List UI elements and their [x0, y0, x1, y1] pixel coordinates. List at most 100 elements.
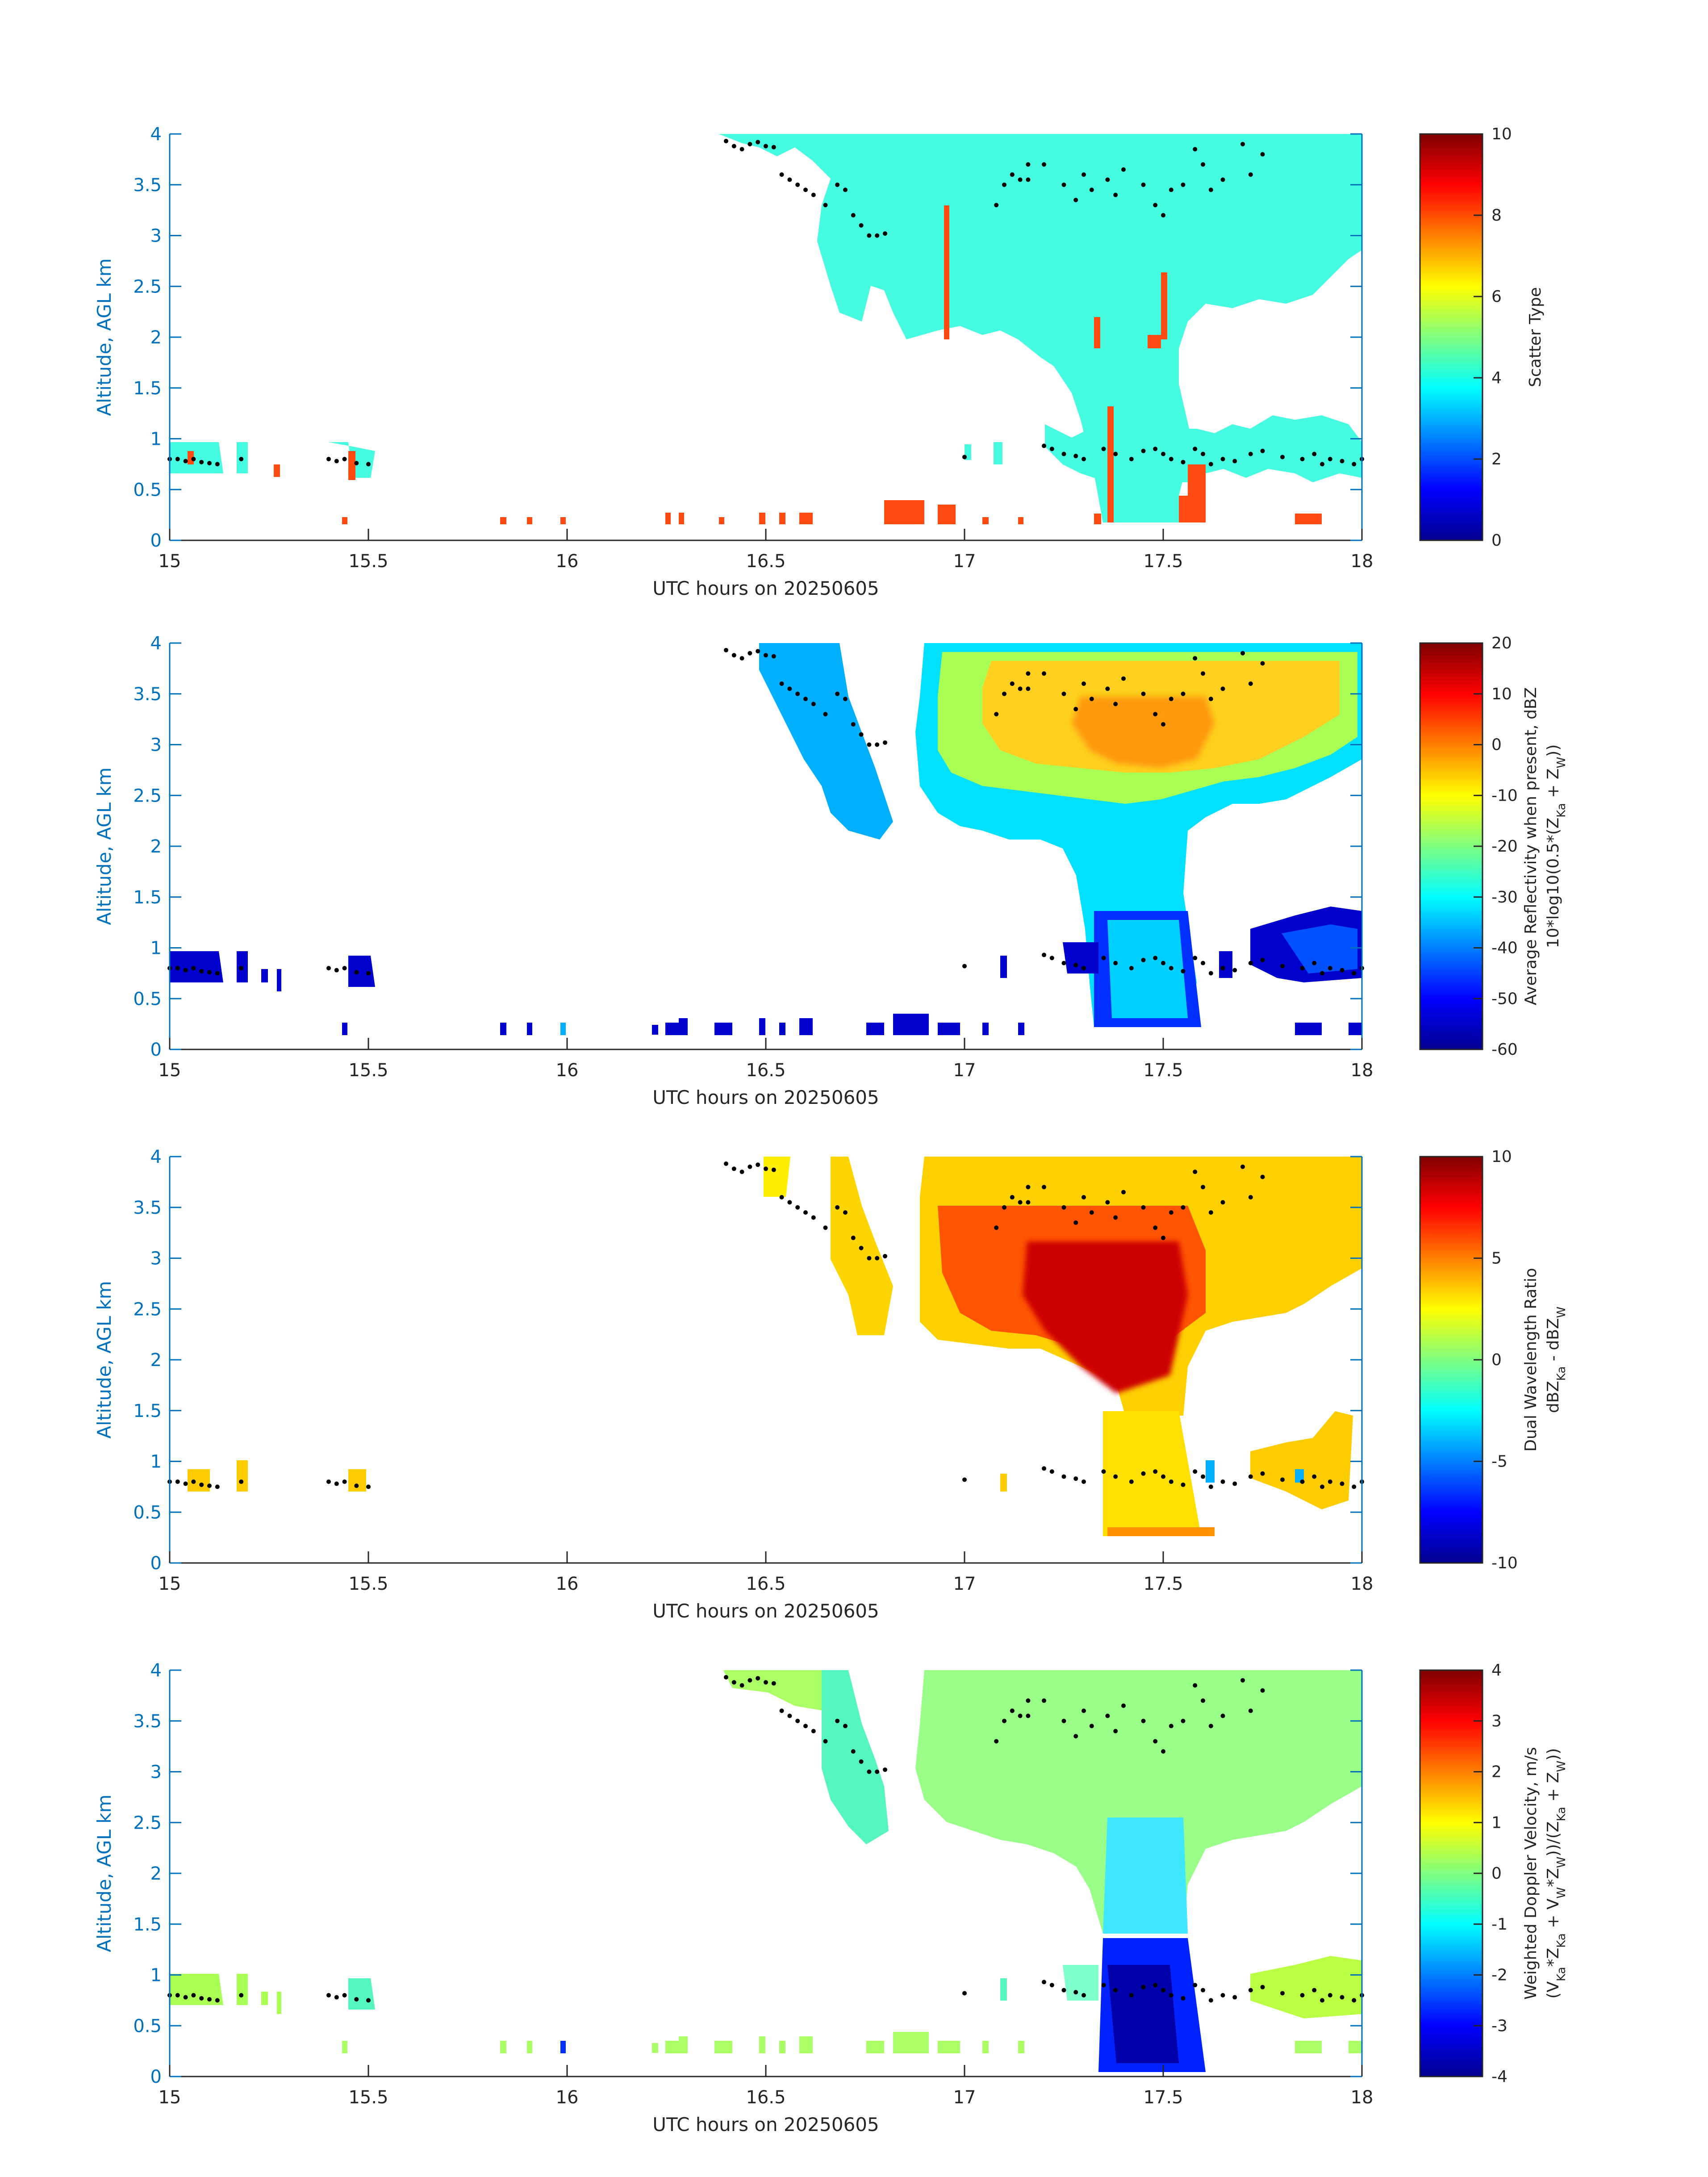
cloud-base-dot — [835, 691, 840, 696]
y-tick-label: 1 — [150, 429, 162, 450]
cloud-base-dot — [239, 966, 244, 970]
cloud-base-dot — [835, 182, 840, 187]
cloud-base-dot — [1113, 1988, 1118, 1993]
cloud-base-dot — [1352, 1998, 1357, 2003]
y-tick-label: 2 — [150, 836, 162, 857]
cloud-base-dot — [1240, 1678, 1245, 1683]
cloud-base-dot — [326, 1479, 331, 1484]
cloud-base-dot — [1026, 1185, 1031, 1190]
cloud-base-dot — [771, 654, 776, 659]
y-tick-label: 2.5 — [133, 786, 162, 806]
cloud-base-dot — [1161, 1749, 1165, 1754]
reflectivity-field — [170, 643, 1362, 1035]
cloud-base-dot — [1153, 1739, 1158, 1744]
cloud-base-dot — [1208, 1998, 1213, 2003]
cloud-base-dot — [366, 1484, 371, 1489]
x-tick-label: 17.5 — [1143, 1574, 1183, 1594]
x-tick-label: 18 — [1351, 1574, 1374, 1594]
y-tick-label: 4 — [150, 1147, 162, 1167]
cloud-base-dot — [724, 1675, 728, 1680]
cloud-base-dot — [1061, 961, 1066, 965]
y-tick-label: 4 — [150, 633, 162, 654]
cloud-base-dot — [1340, 1481, 1345, 1486]
y-tick-label: 3 — [150, 1249, 162, 1269]
dwr-field — [188, 1157, 1362, 1536]
y-tick-label: 2 — [150, 327, 162, 348]
lower-cloud-layer — [1045, 415, 1362, 487]
x-tick-label: 18 — [1351, 551, 1374, 572]
cloud-base-dot — [843, 697, 848, 702]
cloud-base-dot — [1042, 443, 1046, 448]
colorbar-1: 0 2 4 6 8 10 Scatter Type — [1419, 125, 1545, 550]
colorbar-tick-label: -4 — [1491, 2068, 1508, 2086]
cloud-base-dot — [994, 1739, 999, 1744]
cloud-base-dots — [167, 1161, 1364, 1489]
cloud-base-dot — [1248, 172, 1253, 177]
cloud-base-dot — [342, 1993, 347, 1997]
cloud-base-dot — [1220, 1713, 1225, 1718]
colorbar-tick-label: 0 — [1491, 736, 1502, 754]
cloud-base-dot — [1161, 1236, 1165, 1240]
colorbar-tick-label: -2 — [1491, 1966, 1508, 1985]
cloud-base-dot — [787, 1200, 792, 1205]
y-tick-label: 1.5 — [133, 1914, 162, 1935]
cloud-base-dot — [875, 1256, 880, 1261]
cloud-base-dot — [1049, 956, 1054, 961]
cloud-base-dot — [215, 462, 220, 467]
cloud-base-dot — [859, 223, 864, 228]
cloud-base-dot — [764, 653, 768, 658]
cloud-base-dot — [1073, 454, 1078, 459]
cloud-base-dot — [1061, 1205, 1066, 1210]
cloud-base-dot — [1248, 1988, 1253, 1993]
cloud-base-dot — [1141, 448, 1146, 453]
x-tick-label: 16.5 — [746, 2087, 785, 2108]
cloud-base-dot — [875, 233, 880, 238]
cloud-base-dot — [1002, 691, 1006, 696]
cloud-base-dot — [771, 1167, 776, 1172]
red-patch-1 — [1148, 335, 1161, 348]
cloud-base-dot — [724, 648, 728, 652]
cloud-base-dot — [867, 742, 872, 747]
cloud-base-dot — [859, 1245, 864, 1250]
cloud-base-dot — [795, 182, 800, 187]
axes-4: 0 0.5 1 1.5 2 2.5 3 3.5 4 15 15.5 16 16.5 17 17.5 18 UTC… — [93, 1660, 1568, 2135]
cloud-base-dot — [835, 1205, 840, 1210]
colorbar-tick-label: 2 — [1491, 1763, 1502, 1781]
y-axis-label: Altitude, AGL km — [93, 1281, 115, 1438]
cloud-base-dot — [1220, 966, 1225, 970]
cloud-base-dot — [1042, 1980, 1046, 1985]
cloud-base-dot — [1121, 1190, 1126, 1195]
cloud-base-dot — [1280, 1477, 1285, 1482]
colorbar-tick-label: 5 — [1491, 1249, 1502, 1268]
cloud-base-dot — [803, 1724, 808, 1729]
red-patch-5 — [188, 451, 194, 464]
y-tick-label: 0.5 — [133, 1502, 162, 1523]
cloud-base-dot — [1352, 1484, 1357, 1489]
cloud-base-dot — [1082, 1195, 1086, 1199]
cloud-base-dot — [354, 461, 359, 466]
cloud-base-dot — [1113, 1474, 1118, 1479]
cloud-base-dot — [1049, 1983, 1054, 1988]
cloud-base-dot — [199, 1482, 204, 1487]
cloud-base-dot — [1260, 1688, 1265, 1693]
cloud-base-dot — [803, 188, 808, 192]
cloud-base-dot — [1201, 1988, 1205, 1993]
cloud-base-dot — [994, 712, 999, 717]
surface-red-cells — [342, 500, 1322, 524]
red-column-3 — [1161, 272, 1167, 339]
cloud-base-dot — [779, 681, 784, 686]
cloud-base-dot — [1061, 1988, 1066, 1993]
cloud-base-dot — [867, 233, 872, 238]
axes-1: 0 0.5 1 1.5 2 2.5 3 3.5 4 15 15.5 16 16.5 17 17.5 18 UTC… — [93, 124, 1545, 599]
colorbar-tick-label: -40 — [1491, 939, 1518, 957]
cloud-base-dot — [1328, 457, 1332, 461]
x-axis-label: UTC hours on 20250605 — [652, 2114, 879, 2135]
cloud-base-dot — [756, 140, 760, 145]
x-tick-label: 15 — [159, 2087, 181, 2108]
cloud-base-dot — [1208, 697, 1213, 702]
x-tick-label: 18 — [1351, 2087, 1374, 2108]
cloud-base-dot — [1153, 1469, 1158, 1474]
x-tick-label: 17 — [953, 1060, 976, 1081]
cloud-base-dot — [215, 1484, 220, 1489]
cloud-base-dot — [1002, 182, 1006, 187]
